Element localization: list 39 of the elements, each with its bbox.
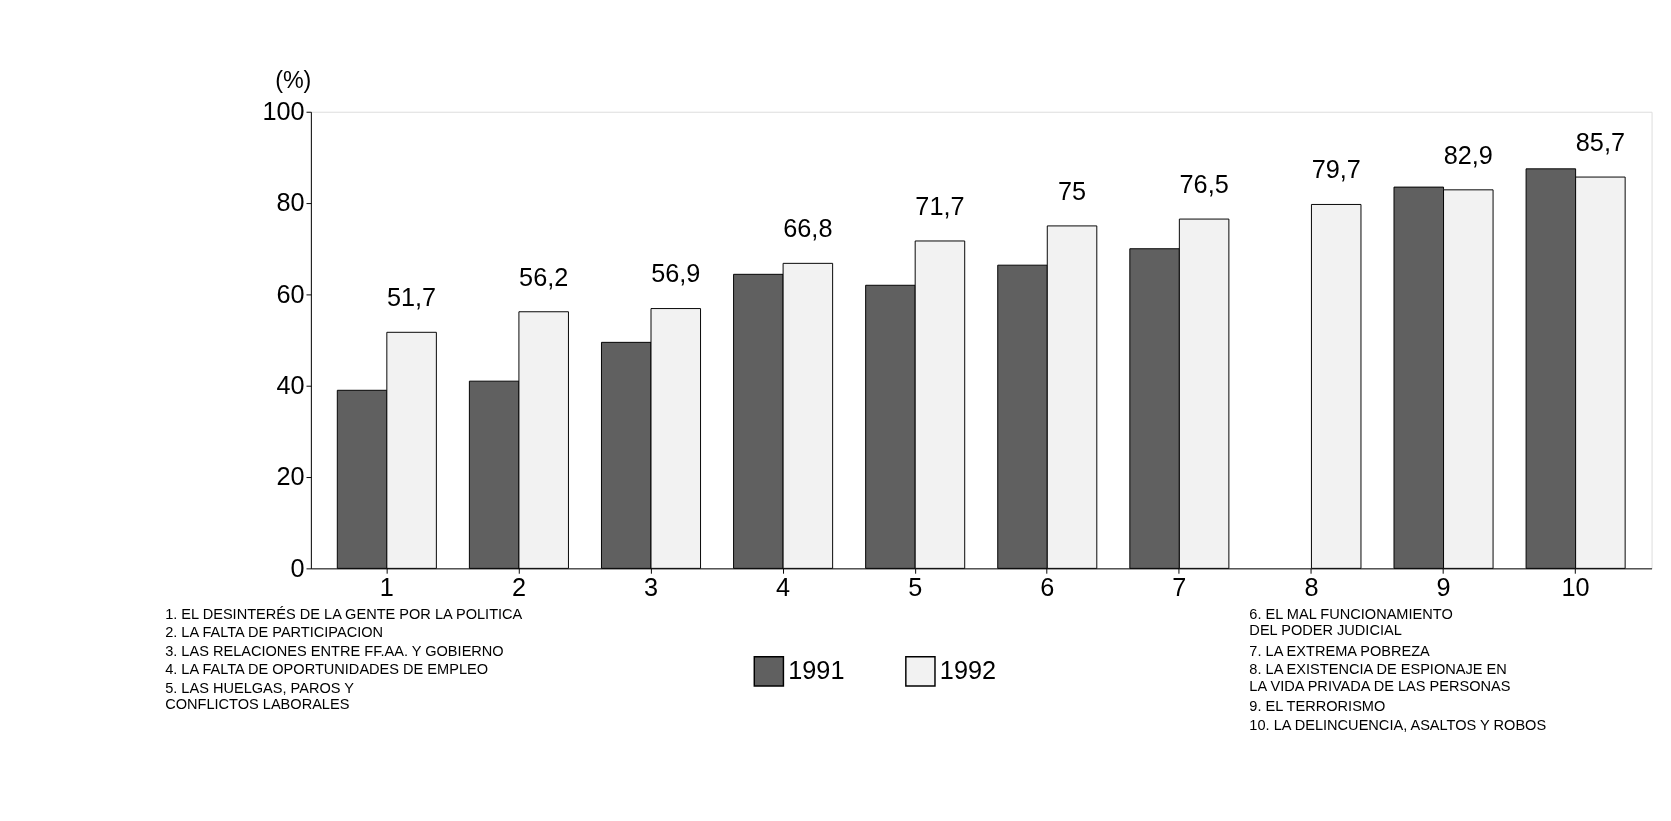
x-tick-label: 2 [511,573,526,602]
data-label: 66,8 [783,214,833,243]
data-label: 76,5 [1179,169,1229,198]
data-label: 85,7 [1575,127,1625,156]
data-label: 56,9 [651,259,701,288]
text: 1. EL DESINTERÉS DE LA GENTE POR LA POLITICA [165,605,523,622]
text: 3. LAS RELACIONES ENTRE FF.AA. Y GOBIERNO [165,642,504,659]
legend-label: 1991 [788,656,845,685]
x-tick-label: 9 [1436,573,1451,602]
x-tick-label: 10 [1561,573,1590,602]
x-tick-label: 1 [379,573,394,602]
data-label: 51,7 [387,283,437,312]
x-tick-label: 8 [1304,573,1319,602]
y-tick-label: 40 [276,370,305,399]
y-tick-label: 80 [276,188,305,217]
y-tick-label: 60 [276,279,305,308]
text: 7. LA EXTREMA POBREZA [1249,642,1431,659]
y-tick-label: 100 [262,97,305,126]
text: 6. EL MAL FUNCIONAMIENTO DEL PODER JUDICIAL [1249,605,1453,639]
data-label: 82,9 [1443,140,1493,169]
x-tick-label: 3 [643,573,659,602]
data-label: 75 [1057,176,1087,205]
legend-label: 1992 [939,656,997,685]
x-tick-label: 6 [1040,573,1055,602]
y-tick-label: 0 [290,553,305,582]
data-label: 56,2 [519,262,569,291]
y-axis-title: (%) [275,66,312,93]
y-tick-label: 20 [276,462,305,491]
text: 4. LA FALTA DE OPORTUNIDADES DE EMPLEO [165,661,489,678]
data-label: 71,7 [915,191,965,220]
text: 8. LA EXISTENCIA DE ESPIONAJE EN LA VIDA PRIVADA DE LAS PERSONAS [1249,661,1511,694]
text: 2. LA FALTA DE PARTICIPACION [165,624,384,641]
x-tick-label: 7 [1172,573,1187,602]
x-tick-label: 5 [908,573,923,602]
x-tick-label: 4 [776,573,791,602]
text: 10. LA DELINCUENCIA, ASALTOS Y ROBOS [1249,716,1547,733]
text: 5. LAS HUELGAS, PAROS Y CONFLICTOS LABORALES [165,679,355,713]
text: 9. EL TERRORISMO [1249,698,1386,715]
data-label: 79,7 [1311,155,1361,184]
